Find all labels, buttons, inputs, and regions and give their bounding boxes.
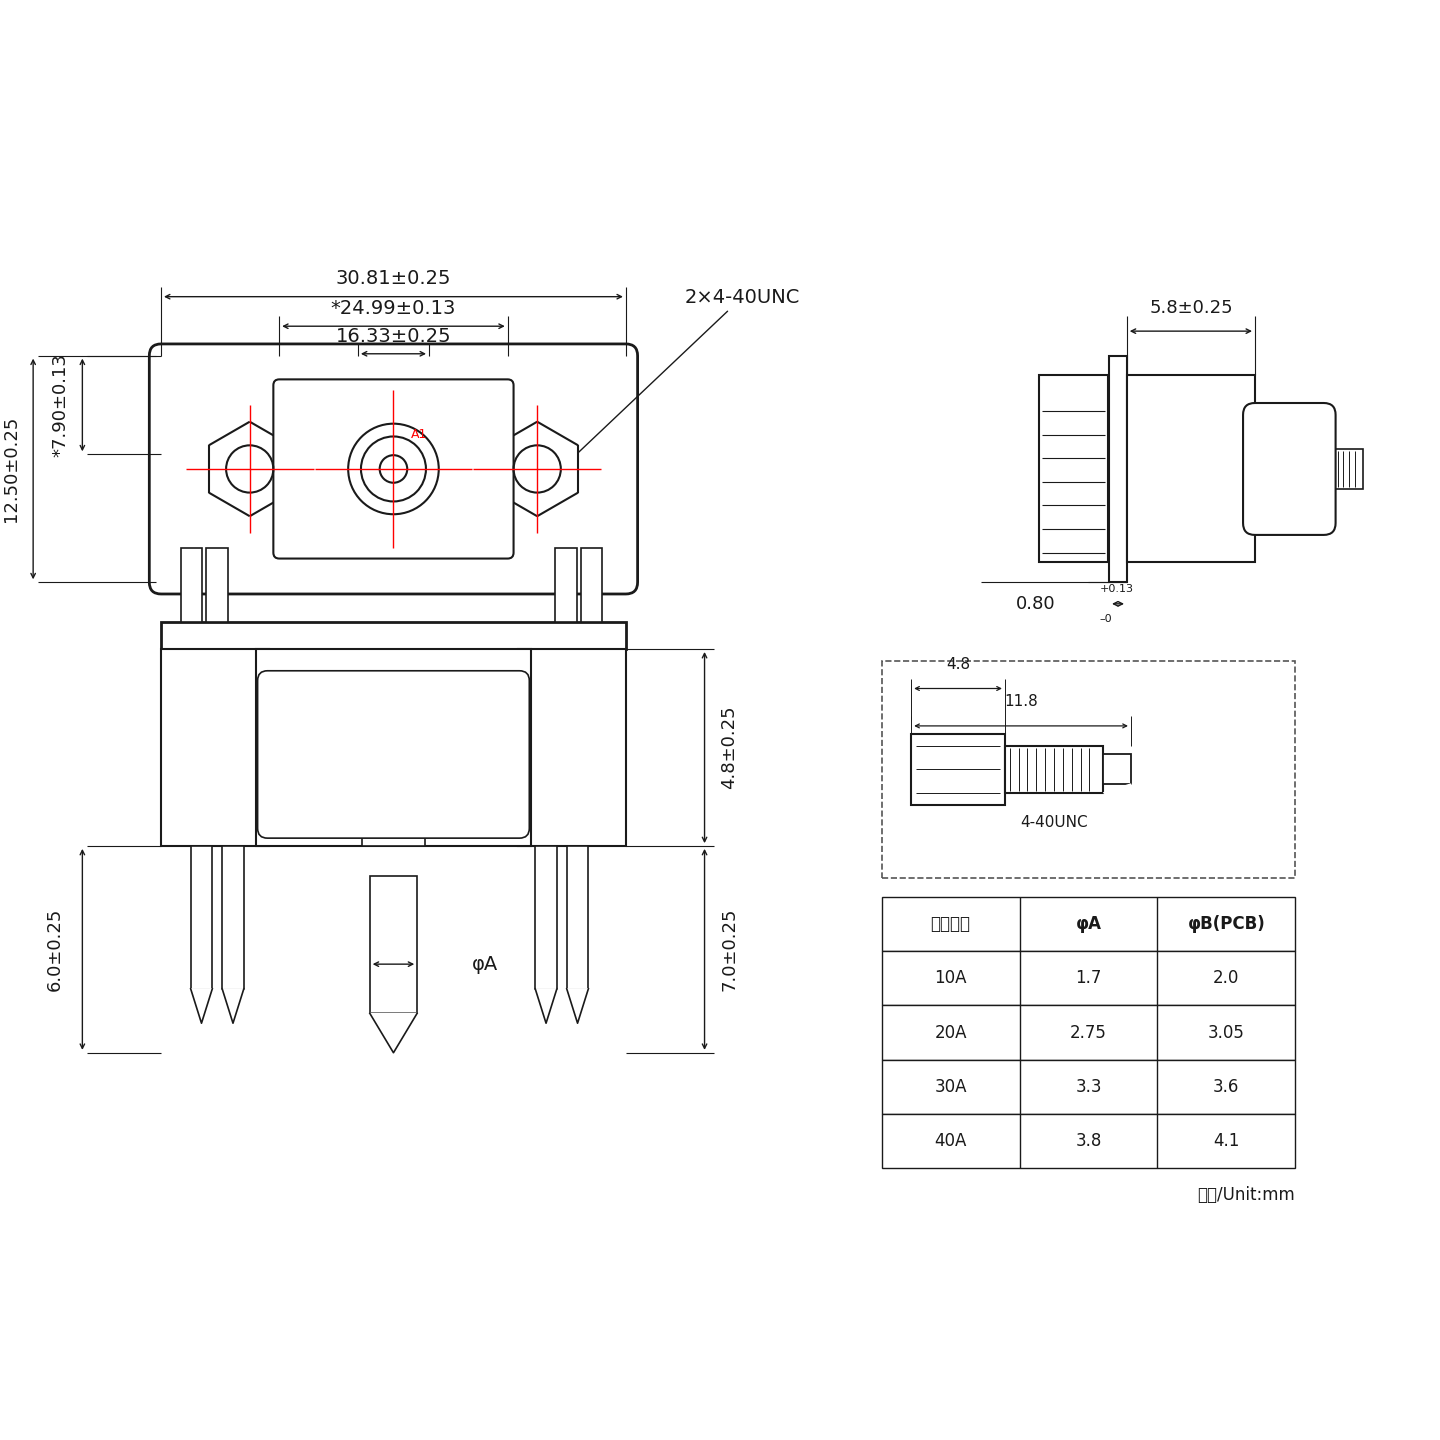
Text: *7.90±0.13: *7.90±0.13 xyxy=(52,353,69,456)
Bar xyxy=(881,1005,1295,1060)
Text: 0.80: 0.80 xyxy=(1015,595,1056,613)
FancyBboxPatch shape xyxy=(258,671,530,838)
Text: 16.33±0.25: 16.33±0.25 xyxy=(336,327,451,346)
Bar xyxy=(1128,376,1254,563)
Text: 40A: 40A xyxy=(935,1132,966,1151)
Bar xyxy=(536,847,557,989)
Bar xyxy=(370,876,418,1014)
Text: 3.6: 3.6 xyxy=(1212,1077,1240,1096)
Bar xyxy=(881,1113,1295,1168)
Text: 单位/Unit:mm: 单位/Unit:mm xyxy=(1198,1185,1295,1204)
Bar xyxy=(1329,449,1364,488)
Text: 10A: 10A xyxy=(935,969,966,988)
Text: 2.75: 2.75 xyxy=(1070,1024,1107,1041)
Text: 7.0±0.25: 7.0±0.25 xyxy=(720,907,739,991)
Polygon shape xyxy=(567,989,589,1024)
Text: 4.8±0.25: 4.8±0.25 xyxy=(720,706,739,789)
Text: digicard: digicard xyxy=(272,459,428,498)
Text: 4.1: 4.1 xyxy=(1212,1132,1240,1151)
Polygon shape xyxy=(370,1014,418,1053)
Polygon shape xyxy=(222,989,243,1024)
Text: 6.0±0.25: 6.0±0.25 xyxy=(46,907,63,991)
Text: +0.13: +0.13 xyxy=(1099,585,1133,593)
Text: 11.8: 11.8 xyxy=(1004,694,1038,708)
Bar xyxy=(256,649,531,847)
Text: *24.99±0.13: *24.99±0.13 xyxy=(331,300,456,318)
Text: 额定电流: 额定电流 xyxy=(930,916,971,933)
Text: 2×4-40UNC: 2×4-40UNC xyxy=(579,288,801,452)
Text: 4.8: 4.8 xyxy=(946,657,971,672)
Text: 2.0: 2.0 xyxy=(1212,969,1240,988)
Polygon shape xyxy=(190,989,212,1024)
Polygon shape xyxy=(536,989,557,1024)
Text: φA: φA xyxy=(472,955,498,973)
FancyBboxPatch shape xyxy=(1243,403,1335,534)
Text: A1: A1 xyxy=(412,428,428,442)
FancyBboxPatch shape xyxy=(150,344,638,593)
Text: 3.3: 3.3 xyxy=(1076,1077,1102,1096)
Bar xyxy=(206,547,228,622)
Bar xyxy=(881,1060,1295,1113)
Text: 12.50±0.25: 12.50±0.25 xyxy=(3,416,20,523)
Bar xyxy=(1040,376,1109,563)
Text: 3.05: 3.05 xyxy=(1208,1024,1244,1041)
Text: –0: –0 xyxy=(1099,613,1112,624)
Text: 20A: 20A xyxy=(935,1024,966,1041)
Text: 30A: 30A xyxy=(935,1077,966,1096)
Bar xyxy=(361,816,425,847)
Bar xyxy=(1005,746,1103,793)
Bar xyxy=(161,622,626,649)
Bar xyxy=(161,649,269,847)
Text: φA: φA xyxy=(1076,916,1102,933)
Bar xyxy=(881,952,1295,1005)
Bar xyxy=(517,649,626,847)
Text: 4-40UNC: 4-40UNC xyxy=(1020,815,1087,829)
Bar xyxy=(1103,755,1130,783)
Bar xyxy=(580,547,602,622)
Bar xyxy=(181,547,203,622)
Bar xyxy=(881,897,1295,952)
Bar xyxy=(190,847,212,989)
Text: 3.8: 3.8 xyxy=(1076,1132,1102,1151)
Bar xyxy=(881,661,1295,877)
Text: 5.8±0.25: 5.8±0.25 xyxy=(1149,300,1233,317)
Text: 30.81±0.25: 30.81±0.25 xyxy=(336,269,451,288)
Bar xyxy=(554,547,576,622)
Bar xyxy=(1109,356,1128,582)
Text: 1.7: 1.7 xyxy=(1076,969,1102,988)
Bar xyxy=(567,847,589,989)
Text: φB(PCB): φB(PCB) xyxy=(1188,916,1266,933)
Polygon shape xyxy=(1103,783,1130,793)
FancyBboxPatch shape xyxy=(274,379,514,559)
Bar xyxy=(912,734,1005,805)
Bar xyxy=(222,847,243,989)
